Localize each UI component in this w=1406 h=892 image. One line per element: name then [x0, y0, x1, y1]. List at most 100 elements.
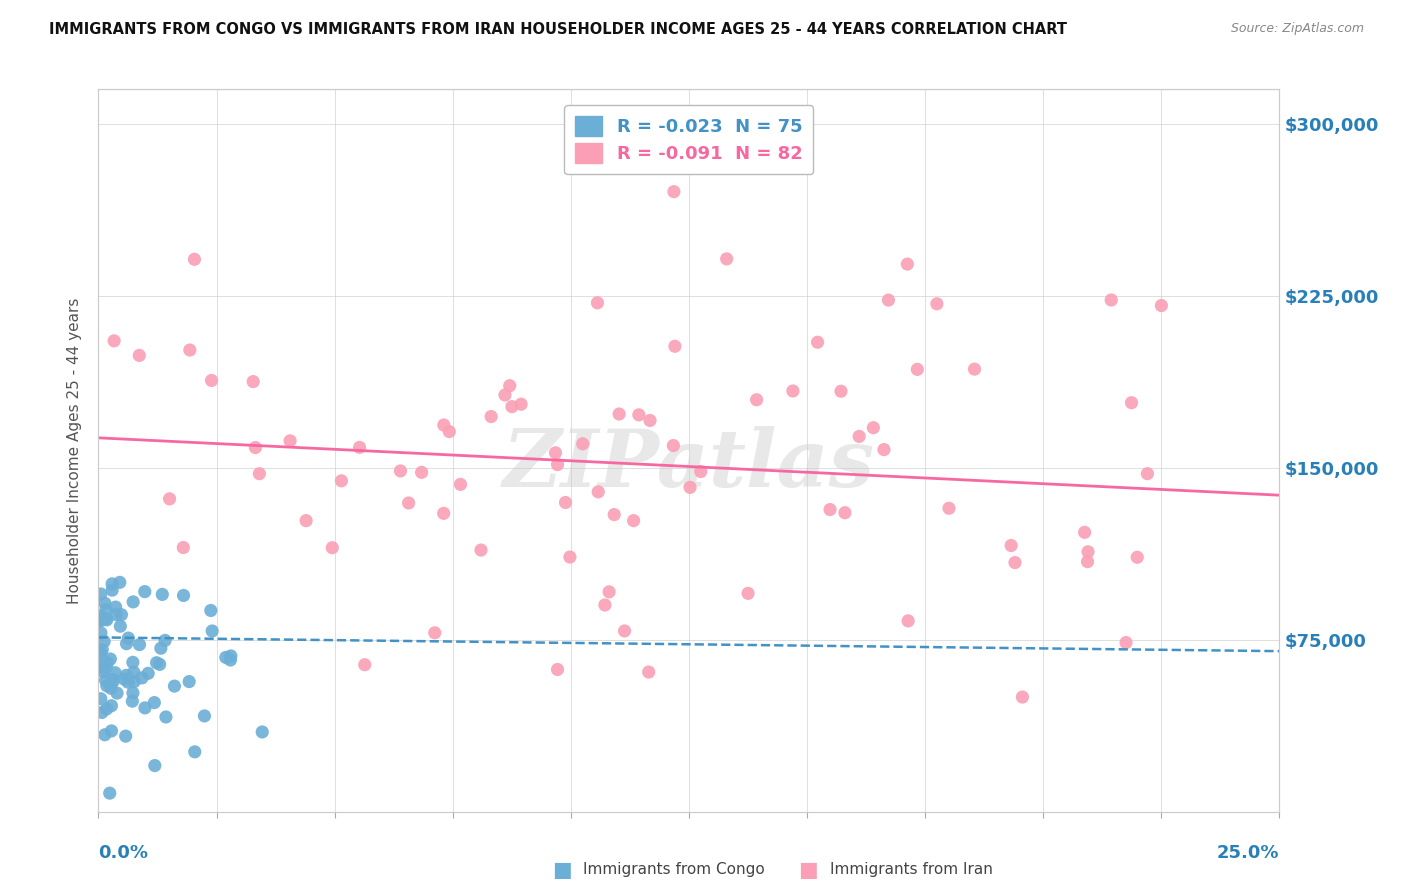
Point [90, 614, 112, 628]
Point [330, 474, 353, 488]
Point [184, 745, 207, 759]
Point [117, 675, 139, 690]
Point [450, 477, 472, 491]
Point [101, 577, 124, 591]
Point [136, 666, 159, 681]
Point [321, 541, 343, 555]
Point [662, 439, 685, 453]
Point [242, 375, 264, 389]
Point [94, 673, 117, 688]
Point [1121, 395, 1143, 409]
Point [501, 400, 523, 414]
Point [737, 586, 759, 600]
Point [470, 543, 492, 558]
Y-axis label: Householder Income Ages 25 - 44 years: Householder Income Ages 25 - 44 years [67, 297, 83, 604]
Point [905, 362, 928, 376]
Point [105, 686, 128, 700]
Point [818, 502, 841, 516]
Point [830, 384, 852, 399]
Point [90, 660, 112, 674]
Point [613, 624, 636, 638]
Point [115, 637, 138, 651]
Text: ■: ■ [553, 860, 572, 880]
Point [96, 679, 118, 693]
Point [353, 657, 375, 672]
Point [150, 587, 173, 601]
Text: Source: ZipAtlas.com: Source: ZipAtlas.com [1230, 22, 1364, 36]
Point [433, 506, 456, 520]
Point [494, 388, 516, 402]
Point [423, 625, 446, 640]
Point [134, 584, 156, 599]
Point [90, 613, 112, 627]
Point [1077, 545, 1099, 559]
Point [963, 362, 986, 376]
Point [114, 729, 136, 743]
Point [96, 656, 118, 670]
Point [1126, 550, 1149, 565]
Point [93, 655, 115, 669]
Point [100, 698, 122, 713]
Point [278, 434, 301, 448]
Point [247, 467, 270, 481]
Point [745, 392, 768, 407]
Point [925, 297, 948, 311]
Point [131, 671, 153, 685]
Point [544, 446, 567, 460]
Point [90, 706, 112, 720]
Point [411, 466, 433, 480]
Point [547, 663, 569, 677]
Point [100, 681, 122, 696]
Point [873, 442, 896, 457]
Point [637, 665, 659, 679]
Point [662, 185, 685, 199]
Point [143, 696, 166, 710]
Point [349, 441, 371, 455]
Point [100, 652, 122, 666]
Text: 25.0%: 25.0% [1218, 844, 1279, 863]
Point [623, 514, 645, 528]
Point [938, 501, 960, 516]
Point [155, 710, 177, 724]
Point [1000, 539, 1022, 553]
Point [252, 725, 274, 739]
Point [664, 339, 686, 353]
Point [1099, 293, 1122, 307]
Point [90, 587, 112, 601]
Point [603, 508, 626, 522]
Point [389, 464, 412, 478]
Point [172, 541, 194, 555]
Point [110, 619, 132, 633]
Point [689, 465, 711, 479]
Text: IMMIGRANTS FROM CONGO VS IMMIGRANTS FROM IRAN HOUSEHOLDER INCOME AGES 25 - 44 YE: IMMIGRANTS FROM CONGO VS IMMIGRANTS FROM… [49, 22, 1067, 37]
Point [100, 723, 122, 738]
Point [1011, 690, 1033, 704]
Point [122, 665, 145, 680]
Point [93, 634, 115, 648]
Point [108, 575, 131, 590]
Point [96, 613, 118, 627]
Point [163, 679, 186, 693]
Point [834, 506, 856, 520]
Point [398, 496, 420, 510]
Point [121, 694, 143, 708]
Point [1115, 635, 1137, 649]
Text: 0.0%: 0.0% [98, 844, 149, 863]
Point [90, 626, 112, 640]
Point [554, 495, 576, 509]
Point [179, 343, 201, 357]
Point [1150, 299, 1173, 313]
Point [499, 378, 522, 392]
Legend: R = -0.023  N = 75, R = -0.091  N = 82: R = -0.023 N = 75, R = -0.091 N = 82 [564, 105, 814, 174]
Point [149, 641, 172, 656]
Point [90, 691, 112, 706]
Point [1076, 555, 1098, 569]
Point [94, 602, 117, 616]
Point [91, 642, 114, 657]
Point [558, 549, 581, 564]
Point [510, 397, 533, 411]
Text: ■: ■ [799, 860, 818, 880]
Point [877, 293, 900, 307]
Point [104, 665, 127, 680]
Point [91, 665, 114, 679]
